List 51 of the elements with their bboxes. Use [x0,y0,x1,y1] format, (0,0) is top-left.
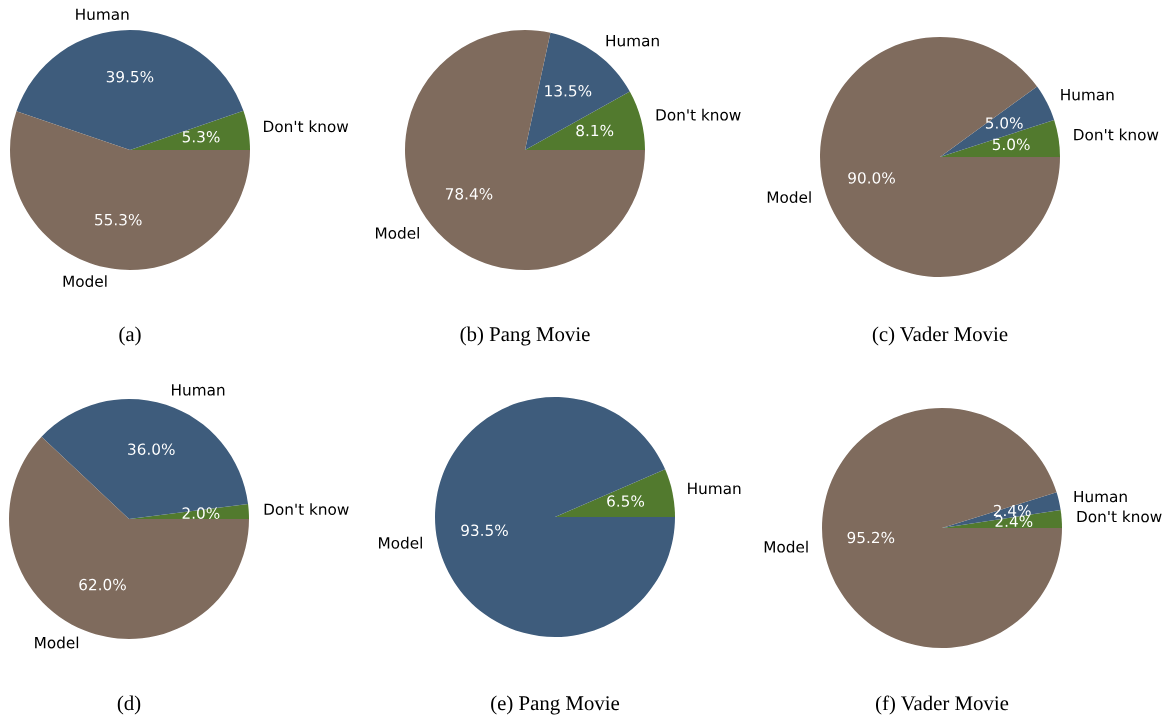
text: (b) Pang Movie [460,326,590,346]
data-label: 2.4% [993,504,1031,517]
data-label: 8.1% [576,124,614,137]
slice-label: Human [688,482,741,495]
slice-label: Don't know [264,120,349,133]
data-label: 55.3% [95,213,142,226]
slice-label: Model [63,275,107,288]
slice-label: Human [1074,490,1127,503]
data-label: 2.0% [182,507,220,519]
pie-slice [130,110,250,150]
text: (a) [119,326,141,346]
slice-label: Don't know [1077,510,1162,523]
data-label: 5.3% [182,130,220,143]
slice-label: Human [76,8,129,21]
slice-label: Human [1061,89,1114,101]
pie-slice [940,86,1055,157]
slice-label: Model [376,226,419,239]
pie-slice [16,30,244,150]
data-label: 78.4% [445,188,493,200]
pie-slice [10,111,250,270]
slice-label: Don't know [264,503,349,515]
pie-slice [820,37,1060,277]
data-label: 90.0% [848,172,895,184]
data-label: 6.5% [607,495,645,507]
text: (c) Vader Movie [872,326,1008,346]
slice-label: Model [35,636,79,649]
data-label: 62.0% [79,578,126,591]
data-label: 5.0% [992,138,1030,151]
slice-label: Don't know [656,108,741,121]
data-label: 93.5% [461,524,508,537]
text: (e) Pang Movie [491,695,620,715]
pie-slice [555,469,675,517]
pie-slice [435,397,675,637]
data-label: 39.5% [106,70,154,83]
text: (f) Vader Movie [876,695,1009,715]
pie-slice [940,119,1060,157]
slice-label: Don't know [1074,128,1159,141]
pie-slice [41,399,249,519]
pie-slice [822,408,1062,648]
data-label: 5.0% [985,117,1023,129]
data-label: 95.2% [847,531,895,544]
data-label: 2.4% [995,515,1033,528]
data-label: 13.5% [545,85,592,97]
slice-label: Model [767,191,811,203]
slice-label: Human [172,384,225,396]
pie-slice [942,492,1061,528]
data-label: 36.0% [128,443,175,455]
slice-label: Model [379,536,422,549]
text: (d) [117,695,141,715]
slice-label: Model [764,540,808,553]
slice-label: Human [606,35,659,47]
